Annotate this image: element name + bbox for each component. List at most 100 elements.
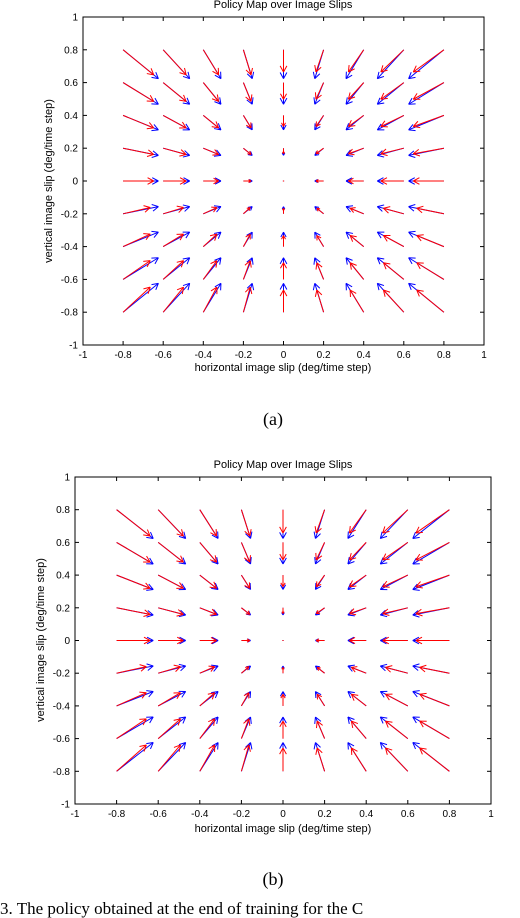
- red-arrow: [279, 289, 288, 313]
- x-tick-label: -0.2: [235, 350, 253, 361]
- y-tick-label: -0.2: [61, 209, 79, 220]
- red-arrow: [242, 260, 252, 280]
- red-arrow: [348, 509, 367, 534]
- red-arrow: [122, 205, 151, 215]
- y-tick-label: 0.8: [64, 45, 78, 56]
- red-arrow: [202, 233, 218, 247]
- red-arrow: [122, 82, 155, 102]
- red-arrow: [203, 206, 218, 215]
- red-arrow: [203, 177, 219, 185]
- red-arrow: [382, 607, 408, 617]
- red-arrow: [242, 115, 252, 129]
- red-arrow: [314, 82, 325, 100]
- red-arrow: [315, 179, 324, 183]
- red-arrow: [315, 115, 325, 127]
- red-arrow: [162, 260, 185, 280]
- red-arrow: [202, 286, 218, 313]
- chart-a: Policy Map over Image Slips horizontal i…: [43, 0, 487, 430]
- x-ticks: -1 -0.8 -0.6 -0.4 -0.2 0 0.2 0.4 0.6 0.8 1: [71, 477, 494, 820]
- red-arrow: [350, 666, 367, 674]
- red-arrow: [162, 49, 187, 76]
- y-tick-label: -1: [61, 800, 70, 811]
- chart-title: Policy Map over Image Slips: [214, 0, 353, 11]
- red-arrow: [199, 692, 216, 707]
- red-arrow: [415, 607, 450, 617]
- red-arrow: [116, 541, 151, 563]
- red-arrow: [412, 147, 444, 157]
- red-arrow: [412, 114, 445, 129]
- red-arrow: [242, 82, 253, 102]
- red-arrow: [122, 114, 155, 130]
- red-arrow: [281, 667, 285, 674]
- red-arrow: [199, 542, 218, 563]
- red-arrow: [240, 574, 251, 589]
- red-arrow: [382, 574, 409, 588]
- red-arrow: [383, 234, 405, 248]
- y-tick-label: -1: [69, 341, 78, 352]
- red-arrow: [116, 607, 151, 617]
- red-arrow: [280, 575, 286, 588]
- y-tick-label: 0: [64, 636, 70, 647]
- red-arrow: [348, 147, 364, 156]
- x-tick-label: -1: [71, 809, 80, 820]
- red-arrow: [122, 233, 151, 248]
- red-arrow: [158, 664, 181, 674]
- x-tick-label: 0: [281, 350, 287, 361]
- red-arrow: [162, 233, 184, 248]
- red-arrow: [415, 636, 450, 645]
- red-arrow: [280, 693, 286, 706]
- red-arrow: [240, 542, 251, 563]
- red-arrow: [382, 509, 409, 534]
- x-tick-label: -0.8: [114, 350, 132, 361]
- red-arrow: [347, 49, 365, 73]
- red-arrow: [416, 289, 445, 313]
- red-arrow: [116, 664, 147, 674]
- red-arrow: [116, 744, 147, 772]
- red-arrow: [116, 574, 151, 590]
- red-arrow: [416, 262, 445, 280]
- red-arrow: [162, 286, 185, 313]
- y-tick-label: 0.4: [56, 571, 70, 582]
- red-arrow: [242, 286, 253, 313]
- red-arrow: [385, 665, 408, 674]
- red-arrow: [240, 744, 251, 772]
- red-arrow: [282, 208, 285, 214]
- red-arrow: [315, 147, 324, 155]
- red-arrow: [350, 693, 367, 707]
- red-arrow: [242, 49, 253, 76]
- red-arrow: [202, 115, 220, 129]
- red-arrow: [380, 147, 404, 157]
- y-tick-label: -0.8: [61, 308, 79, 319]
- x-tick-label: -0.2: [233, 809, 251, 820]
- red-arrow: [385, 693, 409, 707]
- red-arrow: [314, 509, 326, 534]
- red-arrow: [315, 747, 326, 772]
- x-tick-label: 0.6: [401, 809, 415, 820]
- red-arrow: [315, 607, 325, 615]
- red-arrow: [241, 638, 251, 643]
- x-tick-label: 0.6: [397, 350, 411, 361]
- red-arrow: [157, 542, 184, 563]
- red-arrow: [415, 574, 450, 589]
- red-arrow: [199, 665, 216, 674]
- subfigure-label: (a): [263, 409, 283, 430]
- x-tick-label: 0.8: [437, 350, 451, 361]
- red-arrow: [419, 720, 450, 740]
- y-tick-label: 0.8: [56, 505, 70, 516]
- y-tick-label: -0.4: [53, 701, 71, 712]
- red-arrow: [382, 289, 405, 313]
- red-arrow: [163, 147, 187, 157]
- red-arrow: [241, 666, 250, 674]
- y-tick-label: -0.2: [53, 669, 71, 680]
- red-arrow: [349, 207, 364, 215]
- red-arrow: [158, 636, 184, 645]
- x-ticks: -1 -0.8 -0.6 -0.4 -0.2 0 0.2 0.4 0.6 0.8 1: [79, 17, 487, 361]
- subfigure-label: (b): [263, 869, 284, 890]
- x-tick-label: 1: [481, 350, 487, 361]
- red-arrow: [199, 574, 218, 589]
- x-tick-label: 1: [488, 809, 494, 820]
- red-arrow: [281, 235, 286, 247]
- red-arrow: [413, 177, 444, 185]
- red-arrow: [383, 206, 404, 215]
- red-arrow: [314, 49, 325, 73]
